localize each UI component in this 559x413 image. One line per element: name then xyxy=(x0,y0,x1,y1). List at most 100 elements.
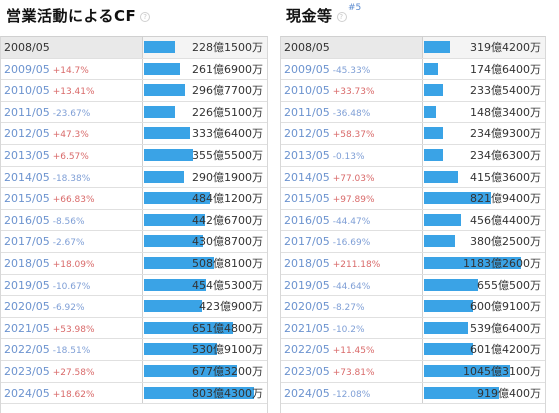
year-link[interactable]: 2010/05 xyxy=(4,84,50,98)
value-text: 456億4400万 xyxy=(470,213,541,227)
year-cell: 2013/05 +6.57% xyxy=(1,145,143,166)
year-link[interactable]: 2009/05 xyxy=(284,62,330,76)
value-text: 539億6400万 xyxy=(470,321,541,335)
table-row: 2018/05 +18.09% 508億8100万 xyxy=(1,253,267,275)
year-link[interactable]: 2013/05 xyxy=(284,149,330,162)
year-cell: 2020/05 -6.92% xyxy=(1,296,143,317)
table-row: 2009/05 -45.33% 174億6400万 xyxy=(281,58,545,81)
value-bar xyxy=(144,213,205,226)
year-link[interactable]: 2019/05 xyxy=(284,278,330,292)
table-row: 2020/05 -8.27% 600億9100万 xyxy=(281,296,545,318)
year-link[interactable]: 2016/05 xyxy=(4,213,50,227)
change-percent: -36.48% xyxy=(332,108,371,119)
year-link[interactable]: 2015/05 xyxy=(4,192,50,206)
value-text: 148億3400万 xyxy=(470,105,541,119)
year-cell: 2024/05 -12.08% xyxy=(281,382,423,404)
year-cell: 2012/05 +58.37% xyxy=(281,123,423,144)
year-link[interactable]: 2022/05 xyxy=(284,343,330,357)
year-link[interactable]: 2019/05 xyxy=(4,278,50,292)
year-cell: 2009/05 +14.7% xyxy=(1,58,143,80)
value-text: 380億2500万 xyxy=(470,235,541,249)
value-bar xyxy=(144,84,185,97)
year-link[interactable]: 2011/05 xyxy=(4,105,50,119)
change-percent: +66.83% xyxy=(52,195,95,206)
year-cell: 2016/05 -44.47% xyxy=(281,209,423,231)
value-text: 355億5500万 xyxy=(192,149,263,162)
year-link[interactable]: 2024/05 xyxy=(4,386,50,400)
year-link[interactable]: 2018/05 xyxy=(284,257,330,270)
year-link[interactable]: 2018/05 xyxy=(4,257,50,270)
year-cell: 2009/05 -45.33% xyxy=(281,58,423,80)
change-percent: -10.67% xyxy=(52,281,91,292)
value-bar xyxy=(144,170,184,183)
year-cell: 2014/05 -18.38% xyxy=(1,166,143,188)
change-percent: +77.03% xyxy=(332,173,375,184)
year-link[interactable]: 2013/05 xyxy=(4,149,50,162)
year-cell: 2012/05 +47.3% xyxy=(1,123,143,144)
year-link[interactable]: 2014/05 xyxy=(284,170,330,184)
value-bar xyxy=(424,62,438,75)
table-row: 2013/05 +6.57% 355億5500万 xyxy=(1,145,267,167)
year-link[interactable]: 2010/05 xyxy=(284,84,330,98)
value-text: 651億4800万 xyxy=(192,321,263,335)
value-bar xyxy=(424,343,473,356)
table-row: 2023/05 +73.81% 1045億3100万 xyxy=(281,361,545,383)
table-row: 2017/05 -2.67% 430億8700万 xyxy=(1,231,267,253)
year-link[interactable]: 2023/05 xyxy=(4,365,50,378)
help-icon[interactable]: ? xyxy=(336,11,347,22)
year-link[interactable]: 2020/05 xyxy=(284,300,330,314)
change-percent: +18.62% xyxy=(52,389,95,400)
year-link[interactable]: 2012/05 xyxy=(4,127,50,141)
value-bar xyxy=(424,213,461,226)
value-text: 803億4300万 xyxy=(192,386,263,400)
change-percent: -6.92% xyxy=(52,303,85,314)
value-bar xyxy=(424,365,510,377)
year-link[interactable]: 2020/05 xyxy=(4,300,50,314)
year-cell: 2011/05 -36.48% xyxy=(281,101,423,123)
year-link[interactable]: 2023/05 xyxy=(284,365,330,378)
value-bar xyxy=(144,365,237,377)
year-link[interactable]: 2021/05 xyxy=(4,321,50,335)
table-row: 2015/05 +97.89% 821億9400万 xyxy=(281,188,545,210)
year-link[interactable]: 2011/05 xyxy=(284,105,330,119)
change-percent: -16.69% xyxy=(332,238,371,249)
data-table: 2008/05 319億4200万 2009/05 -45.33% 174億6400万 2… xyxy=(280,36,546,413)
change-percent: +33.73% xyxy=(332,87,375,98)
year-cell: 2008/05 xyxy=(1,37,143,58)
year-link[interactable]: 2014/05 xyxy=(4,170,50,184)
year-cell: 2011/05 -23.67% xyxy=(1,101,143,123)
year-cell: 2010/05 +13.41% xyxy=(1,80,143,101)
value-bar xyxy=(144,386,254,399)
value-bar xyxy=(424,149,443,161)
year-link[interactable]: 2021/05 xyxy=(284,321,330,335)
year-link[interactable]: 2012/05 xyxy=(284,127,330,141)
value-bar xyxy=(424,235,455,248)
value-text: 600億9100万 xyxy=(470,300,541,314)
year-link[interactable]: 2024/05 xyxy=(284,386,330,400)
change-percent: -18.38% xyxy=(52,173,91,184)
value-bar xyxy=(144,149,193,161)
table-row: 2013/05 -0.13% 234億6300万 xyxy=(281,145,545,167)
table-row: 2019/05 -44.64% 655億500万 xyxy=(281,274,545,297)
panel-title-text: 営業活動によるCF xyxy=(6,7,137,25)
year-link[interactable]: 2017/05 xyxy=(4,235,50,249)
year-link[interactable]: 2015/05 xyxy=(284,192,330,206)
year-link[interactable]: 2009/05 xyxy=(4,62,50,76)
value-text: 430億8700万 xyxy=(192,235,263,249)
year-cell: 2017/05 -16.69% xyxy=(281,231,423,252)
value-text: 530億9100万 xyxy=(192,343,263,357)
value-text: 1183億2600万 xyxy=(463,257,541,270)
year-link[interactable]: 2022/05 xyxy=(4,343,50,357)
year-cell: 2010/05 +33.73% xyxy=(281,80,423,101)
value-bar xyxy=(424,257,521,269)
table-row: 2011/05 -23.67% 226億5100万 xyxy=(1,101,267,124)
change-percent: -44.64% xyxy=(332,281,371,292)
help-icon[interactable]: ? xyxy=(140,11,151,22)
value-bar xyxy=(144,41,175,53)
change-percent: -10.2% xyxy=(332,324,365,335)
rank-badge[interactable]: #5 xyxy=(348,3,362,13)
value-text: 655億500万 xyxy=(477,278,541,292)
year-cell: 2020/05 -8.27% xyxy=(281,296,423,317)
year-link[interactable]: 2016/05 xyxy=(284,213,330,227)
year-link[interactable]: 2017/05 xyxy=(284,235,330,249)
